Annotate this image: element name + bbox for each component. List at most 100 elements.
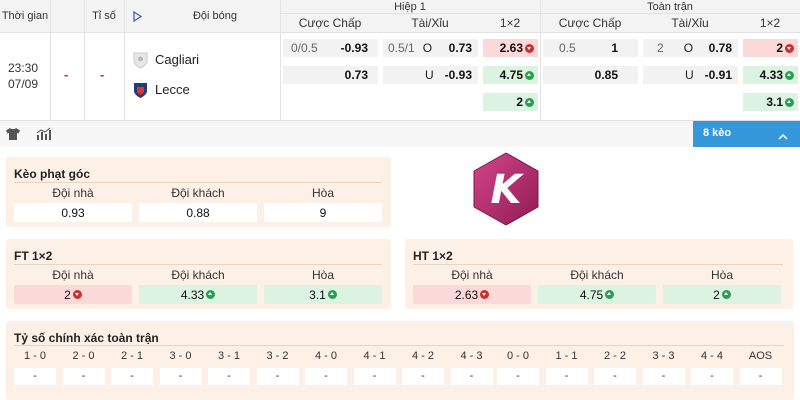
- jersey-icon[interactable]: [5, 127, 21, 141]
- ft12-home-label: Đội nhà: [52, 268, 94, 282]
- score-odds[interactable]: -: [594, 368, 636, 385]
- score-label: 2 - 2: [603, 350, 626, 362]
- score-odds[interactable]: -: [450, 368, 493, 385]
- up-arrow-icon: [327, 290, 337, 299]
- match-time: 23:30: [8, 61, 39, 75]
- ft-hdp-away[interactable]: 0.85: [543, 66, 638, 84]
- score-label: 4 - 3: [460, 350, 483, 362]
- score-label: 3 - 0: [169, 350, 192, 362]
- ht12-title: HT 1×2: [413, 249, 453, 263]
- score-odds[interactable]: -: [256, 368, 299, 385]
- h1-ou-header: Tài/Xỉu: [380, 13, 480, 32]
- score-label: 4 - 0: [314, 350, 337, 362]
- ft12-away-odds[interactable]: 4.33: [139, 285, 257, 304]
- h1-1x2-draw-odds: 2: [516, 95, 523, 109]
- score-odds[interactable]: -: [111, 368, 153, 385]
- score-odds[interactable]: -: [62, 368, 105, 385]
- h1-1x2-home[interactable]: 2.63: [483, 39, 538, 57]
- away-team-name[interactable]: Lecce: [155, 82, 190, 97]
- ht12-draw-odds[interactable]: 2: [663, 285, 781, 304]
- ht12-away-value: 4.75: [579, 287, 604, 302]
- score-odds[interactable]: -: [545, 368, 588, 385]
- ft12-draw-odds[interactable]: 3.1: [264, 285, 382, 304]
- score-odds[interactable]: -: [402, 368, 444, 385]
- h1-hdp-home-odds: -0.93: [340, 41, 368, 55]
- down-arrow-icon: [480, 290, 490, 299]
- more-odds-label: 8 kèo: [703, 127, 732, 139]
- ft12-home-value: 2: [64, 287, 71, 302]
- ht12-home-value: 2.63: [454, 287, 479, 302]
- home-team-name[interactable]: Cagliari: [155, 52, 200, 67]
- ft-ou-header: Tài/Xỉu: [640, 13, 740, 32]
- h1-1x2-draw[interactable]: 2: [483, 93, 538, 111]
- ft-ou-under[interactable]: U -0.91: [643, 66, 738, 84]
- more-odds-button[interactable]: 8 kèo: [693, 121, 800, 147]
- score-label: 4 - 2: [411, 350, 434, 362]
- up-arrow-icon: [206, 290, 216, 299]
- up-arrow-icon: [785, 97, 794, 107]
- corner-away-odds[interactable]: 0.88: [139, 203, 257, 222]
- score-label: 3 - 3: [652, 350, 675, 362]
- ft-1x2-away[interactable]: 4.33: [743, 66, 798, 84]
- score-odds[interactable]: -: [14, 368, 56, 385]
- score-label: 2 - 0: [72, 350, 95, 362]
- ft-hdp-away-odds: 0.85: [594, 68, 618, 82]
- corner-draw-odds[interactable]: 9: [264, 203, 382, 222]
- down-arrow-icon: [785, 43, 794, 53]
- h1-ou-under[interactable]: U -0.93: [383, 66, 478, 84]
- h1-1x2-away[interactable]: 4.75: [483, 66, 538, 84]
- h1-ou-under-odds: -0.93: [444, 68, 472, 82]
- score-odds[interactable]: -: [353, 368, 396, 385]
- away-team-logo: [133, 82, 148, 99]
- ht12-draw-value: 2: [713, 287, 720, 302]
- ft-ou-o-label: O: [683, 41, 694, 55]
- stats-icon[interactable]: [36, 127, 52, 141]
- ft-handicap-header: Cược Chấp: [540, 13, 640, 32]
- h1-1x2-home-odds: 2.63: [499, 41, 523, 55]
- score-odds[interactable]: -: [642, 368, 685, 385]
- ft-ou-over-odds: 0.78: [708, 41, 732, 55]
- score-label: 2 - 1: [120, 350, 143, 362]
- ft12-home-odds[interactable]: 2: [14, 285, 132, 304]
- h1-ou-over-odds: 0.73: [448, 41, 472, 55]
- ft-hdp-home[interactable]: 0.5 1: [543, 39, 638, 57]
- score-label: 3 - 1: [217, 350, 240, 362]
- correct-score-panel: [6, 321, 794, 400]
- ht12-home-odds[interactable]: 2.63: [413, 285, 531, 304]
- ht12-away-label: Đội khách: [570, 268, 624, 282]
- h1-1x2-header: 1×2: [480, 13, 540, 32]
- ht12-home-label: Đội nhà: [451, 268, 493, 282]
- col-team: Đội bóng: [150, 0, 280, 32]
- h1-ou-line: 0.5/1: [388, 41, 415, 55]
- ft-ou-over[interactable]: 2 O 0.78: [643, 39, 738, 57]
- stream-icon[interactable]: [124, 0, 150, 32]
- h1-hdp-away[interactable]: 0.73: [283, 66, 378, 84]
- score-label: 4 - 4: [700, 350, 723, 362]
- score-odds[interactable]: -: [497, 368, 539, 385]
- up-arrow-icon: [605, 290, 615, 299]
- ft-1x2-home-odds: 2: [776, 41, 783, 55]
- chevron-up-icon: [778, 129, 788, 143]
- ft-1x2-draw[interactable]: 3.1: [743, 93, 798, 111]
- h1-ou-over[interactable]: 0.5/1 O 0.73: [383, 39, 478, 57]
- score-odds[interactable]: -: [159, 368, 202, 385]
- ft-1x2-home[interactable]: 2: [743, 39, 798, 57]
- h1-ou-u-label: U: [425, 68, 434, 82]
- score-odds[interactable]: -: [208, 368, 250, 385]
- corner-draw-label: Hòa: [311, 186, 334, 200]
- ft-ou-u-label: U: [685, 68, 694, 82]
- h1-1x2-away-odds: 4.75: [499, 68, 523, 82]
- score-label: AOS: [748, 350, 773, 362]
- score-odds[interactable]: -: [691, 368, 733, 385]
- ht12-away-odds[interactable]: 4.75: [538, 285, 656, 304]
- fulltime-header: Toàn trận: [540, 0, 800, 13]
- ft-ou-line: 2: [657, 41, 664, 55]
- match-date: 07/09: [8, 77, 39, 91]
- score-label: 3 - 2: [266, 350, 289, 362]
- score-odds[interactable]: -: [739, 368, 782, 385]
- score-odds[interactable]: -: [305, 368, 347, 385]
- h1-hdp-home[interactable]: 0/0.5 -0.93: [283, 39, 378, 57]
- score-label: 1 - 1: [555, 350, 578, 362]
- up-arrow-icon: [525, 70, 534, 80]
- corner-home-odds[interactable]: 0.93: [14, 203, 132, 222]
